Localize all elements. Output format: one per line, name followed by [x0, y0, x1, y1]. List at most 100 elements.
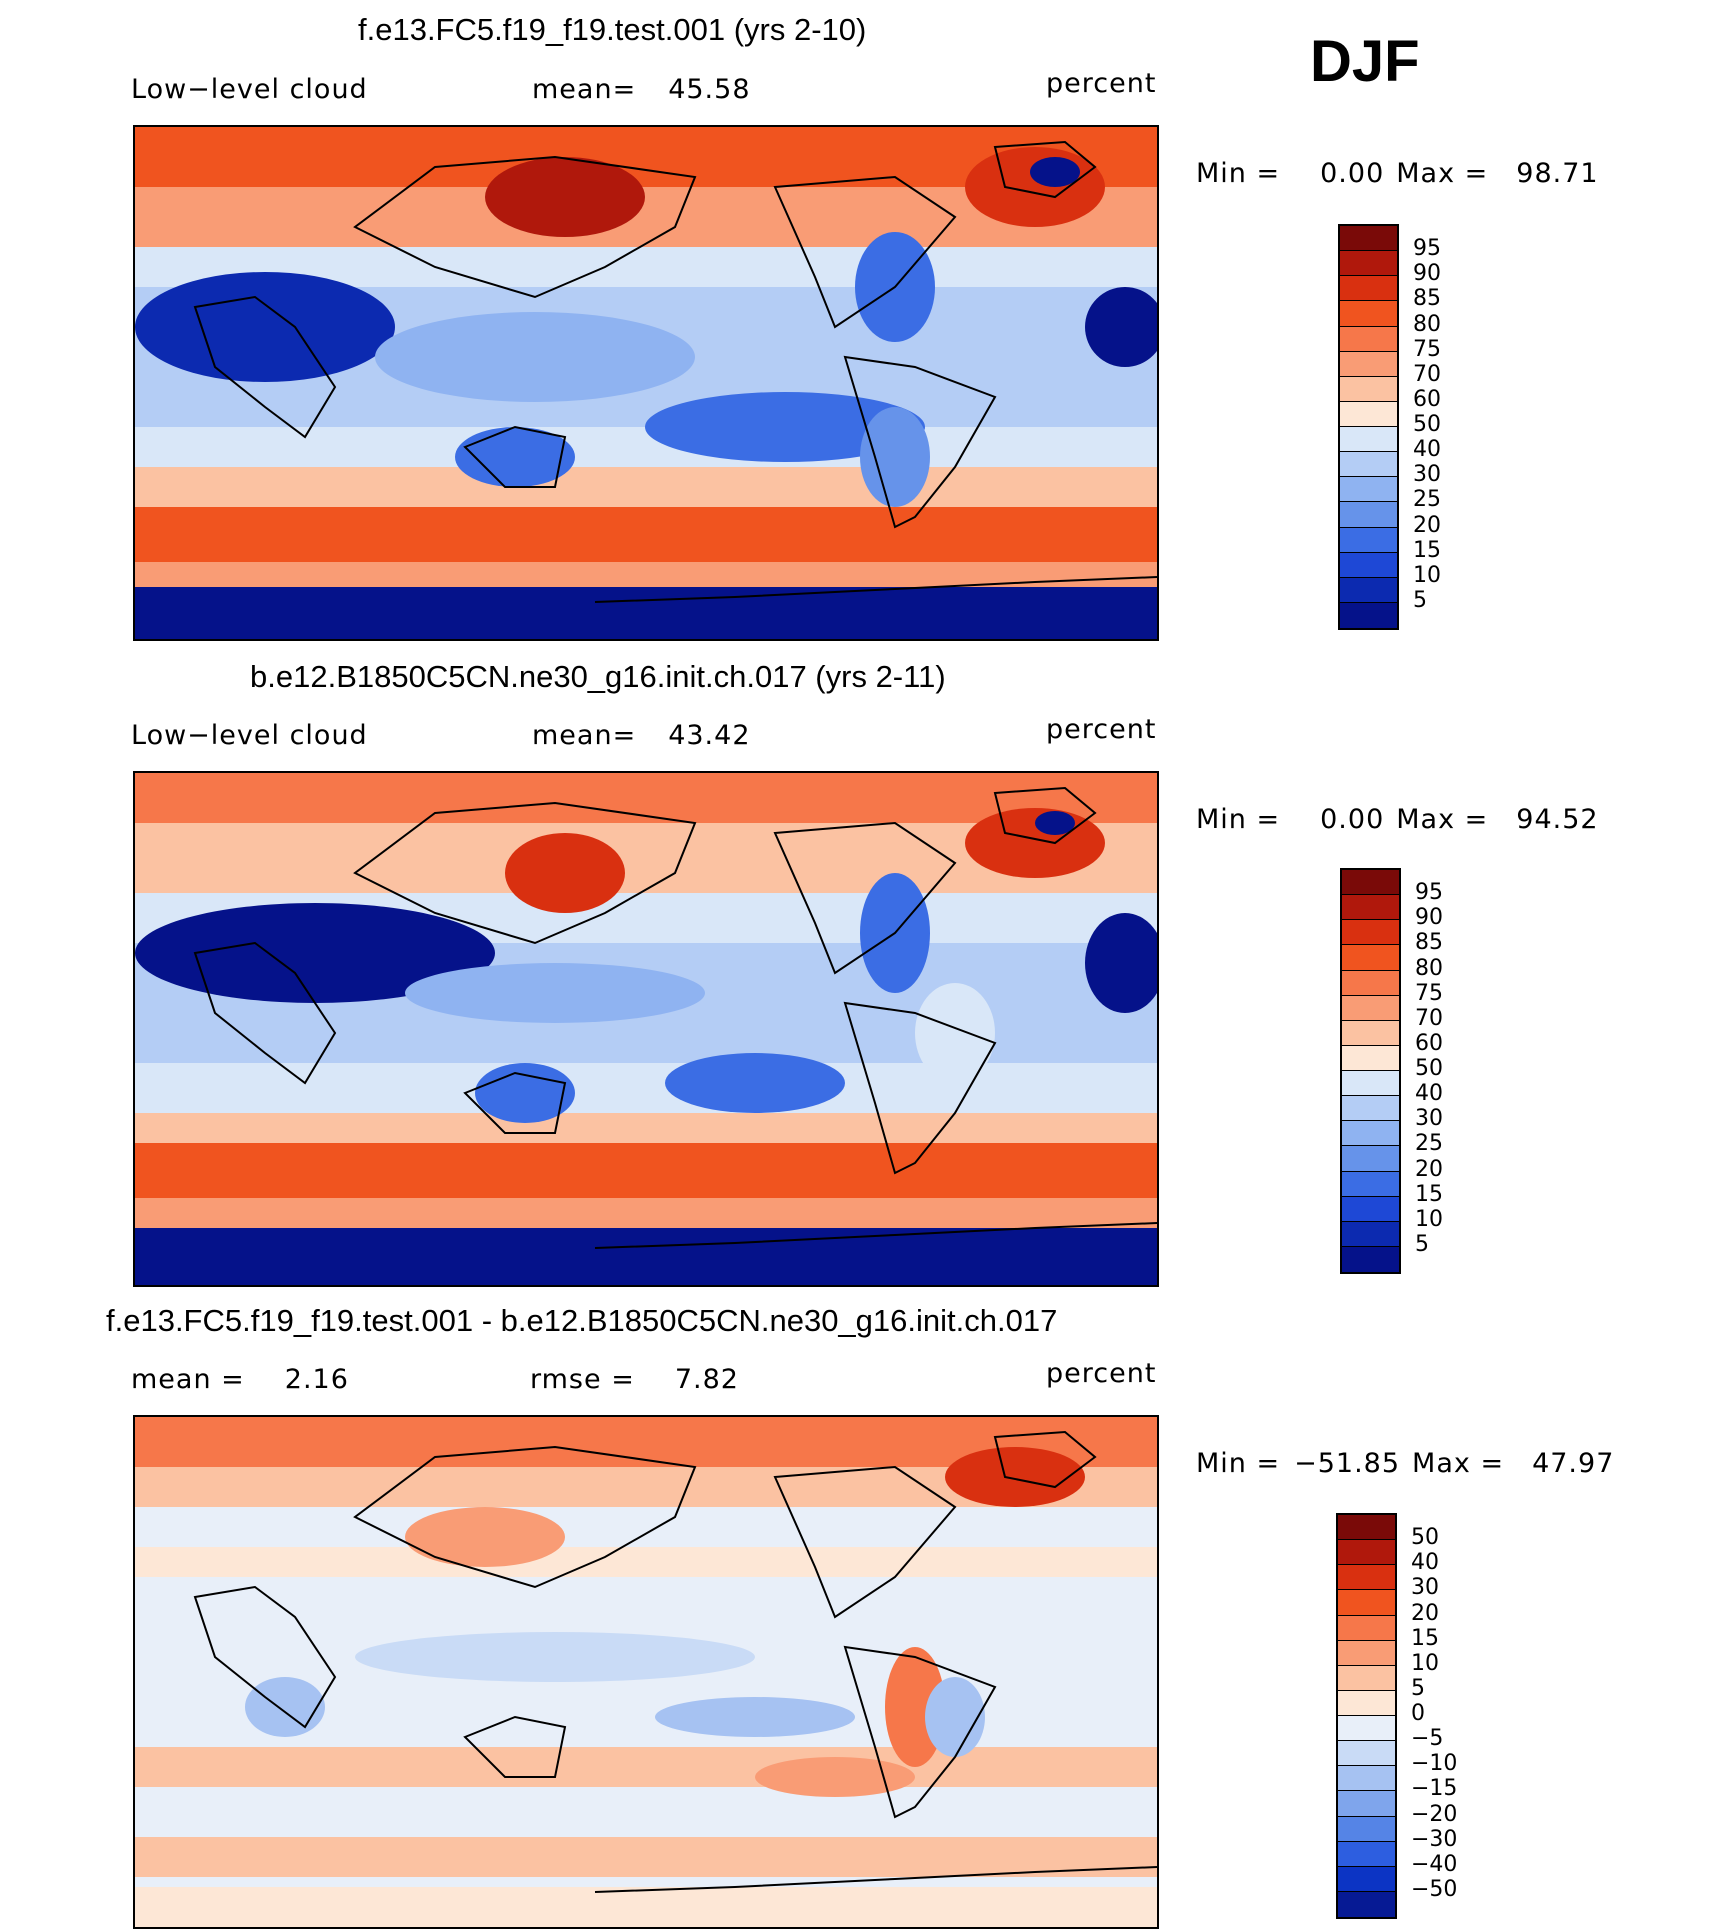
colorbar-tick-label: 90	[1415, 905, 1443, 931]
colorbar-cell	[1342, 870, 1399, 896]
colorbar-tick-label: 25	[1415, 1131, 1443, 1157]
colorbar-cell	[1338, 1891, 1395, 1917]
colorbar-cell	[1338, 1590, 1395, 1616]
colorbar-tick-label: 85	[1413, 286, 1441, 312]
colorbar-cell	[1338, 1665, 1395, 1691]
colorbar-tick-label: 10	[1413, 562, 1441, 588]
colorbar-cell	[1342, 1171, 1399, 1197]
colorbar-tick-label: 80	[1415, 955, 1443, 981]
colorbar-cell	[1338, 1515, 1395, 1541]
colorbar-tick-label: 5	[1415, 1231, 1429, 1257]
mean-value: 43.42	[668, 720, 751, 751]
colorbar-cell	[1340, 477, 1397, 503]
colorbar-cell	[1340, 602, 1397, 628]
colorbar-cell	[1340, 376, 1397, 402]
colorbar-tick-label: −10	[1411, 1751, 1458, 1777]
colorbar-cell	[1340, 401, 1397, 427]
mean-value: 2.16	[284, 1364, 349, 1395]
colorbar-tick-label: 40	[1415, 1081, 1443, 1107]
panel-title: b.e12.B1850C5CN.ne30_g16.init.ch.017 (yr…	[250, 659, 946, 694]
colorbar-cell	[1342, 1020, 1399, 1046]
colorbar-tick-label: 95	[1413, 236, 1441, 262]
units-label: percent	[1046, 68, 1157, 99]
model-map-field	[135, 127, 1157, 639]
observation-map-field	[135, 773, 1157, 1285]
units-label: percent	[1046, 714, 1157, 745]
colorbar-tick-label: 60	[1415, 1030, 1443, 1056]
colorbar-cell	[1342, 1071, 1399, 1097]
colorbar-tick-label: 50	[1411, 1525, 1439, 1551]
colorbar-cell	[1342, 995, 1399, 1021]
colorbar-tick-label: −5	[1411, 1726, 1444, 1752]
colorbar-tick-label: 80	[1413, 311, 1441, 337]
colorbar-cell	[1342, 1045, 1399, 1071]
colorbar-cell	[1338, 1540, 1395, 1566]
colorbar-tick-label: 70	[1413, 361, 1441, 387]
colorbar-tick-label: 5	[1411, 1675, 1425, 1701]
colorbar-tick-label: 15	[1415, 1181, 1443, 1207]
colorbar-tick-label: −20	[1411, 1801, 1458, 1827]
colorbar-cell	[1338, 1690, 1395, 1716]
min-max-readout: Min = 0.00 Max = 98.71	[1196, 158, 1599, 189]
difference-map-field	[135, 1417, 1157, 1927]
colorbar-cell	[1338, 1716, 1395, 1742]
colorbar-cell	[1340, 552, 1397, 578]
colorbar-tick-label: 70	[1415, 1005, 1443, 1031]
colorbar-model	[1338, 224, 1399, 630]
colorbar-cell	[1342, 1121, 1399, 1147]
colorbar-cells	[1340, 226, 1397, 628]
min-max-readout: Min = −51.85 Max = 47.97	[1196, 1448, 1615, 1479]
colorbar-cell	[1338, 1766, 1395, 1792]
colorbar-cell	[1342, 1146, 1399, 1172]
colorbar-tick-label: 85	[1415, 930, 1443, 956]
colorbar-tick-label: −40	[1411, 1851, 1458, 1877]
units-label: percent	[1046, 1358, 1157, 1389]
panel-title: f.e13.FC5.f19_f19.test.001 (yrs 2-10)	[358, 12, 867, 47]
colorbar-tick-label: 15	[1413, 537, 1441, 563]
colorbar-cells	[1338, 1515, 1395, 1917]
colorbar-tick-label: 10	[1415, 1206, 1443, 1232]
colorbar-cell	[1338, 1791, 1395, 1817]
colorbar-cell	[1342, 920, 1399, 946]
season-label: DJF	[1310, 29, 1420, 94]
colorbar-cell	[1338, 1640, 1395, 1666]
colorbar-cell	[1342, 970, 1399, 996]
colorbar-tick-label: 75	[1413, 336, 1441, 362]
colorbar-cell	[1342, 1246, 1399, 1272]
panel-title: f.e13.FC5.f19_f19.test.001 - b.e12.B1850…	[106, 1303, 1058, 1338]
colorbar-cell	[1338, 1816, 1395, 1842]
mean-label: mean = 2.16	[131, 1364, 349, 1395]
colorbar-tick-label: 90	[1413, 261, 1441, 287]
colorbar-tick-label: −15	[1411, 1776, 1458, 1802]
colorbar-cell	[1340, 452, 1397, 478]
colorbar-cell	[1340, 276, 1397, 302]
colorbar-tick-label: 75	[1415, 980, 1443, 1006]
colorbar-tick-label: 5	[1413, 587, 1427, 613]
colorbar-cell	[1340, 577, 1397, 603]
colorbar-tick-label: 20	[1415, 1156, 1443, 1182]
colorbar-difference	[1336, 1513, 1397, 1919]
colorbar-cell	[1342, 1221, 1399, 1247]
colorbar-cell	[1338, 1741, 1395, 1767]
rmse-value: 7.82	[674, 1364, 739, 1395]
colorbar-tick-label: −30	[1411, 1826, 1458, 1852]
colorbar-cell	[1338, 1615, 1395, 1641]
colorbar-tick-label: 30	[1411, 1575, 1439, 1601]
colorbar-cell	[1340, 427, 1397, 453]
colorbar-cell	[1340, 326, 1397, 352]
colorbar-cells	[1342, 870, 1399, 1272]
colorbar-cell	[1342, 945, 1399, 971]
variable-label: Low−level cloud	[131, 720, 368, 751]
colorbar-tick-label: 20	[1413, 512, 1441, 538]
colorbar-tick-label: 25	[1413, 487, 1441, 513]
colorbar-cell	[1342, 895, 1399, 921]
colorbar-cell	[1340, 351, 1397, 377]
model-map	[133, 125, 1159, 641]
mean-value: 45.58	[668, 74, 751, 105]
colorbar-tick-label: 30	[1413, 462, 1441, 488]
min-max-readout: Min = 0.00 Max = 94.52	[1196, 804, 1599, 835]
colorbar-cell	[1338, 1841, 1395, 1867]
colorbar-tick-label: 50	[1415, 1056, 1443, 1081]
difference-map	[133, 1415, 1159, 1929]
colorbar-tick-label: 20	[1411, 1600, 1439, 1626]
